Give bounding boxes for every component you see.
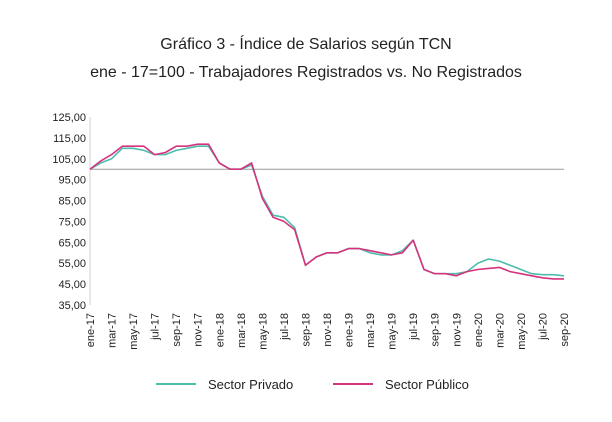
x-tick-label: sep-18: [300, 313, 312, 347]
x-tick-label: mar-19: [365, 313, 377, 348]
series-line-privado: [89, 145, 565, 277]
x-tick-label: mar-17: [107, 313, 119, 348]
legend-item-privado: Sector Privado: [156, 374, 293, 394]
y-tick-label: 105,00: [52, 154, 86, 166]
y-tick-label: 45,00: [58, 279, 86, 291]
x-tick-label: jul-18: [279, 313, 291, 341]
series-line-publico: [89, 143, 564, 280]
x-tick-label: jul-19: [408, 313, 420, 341]
legend-item-publico: Sector Público: [333, 374, 469, 394]
x-tick-label: ene-20: [473, 313, 485, 347]
x-tick-label: mar-18: [236, 313, 248, 348]
x-tick-label: mar-20: [494, 313, 506, 348]
x-tick-label: nov-18: [322, 313, 334, 347]
legend-label-privado: Sector Privado: [208, 376, 294, 392]
y-tick-label: 95,00: [58, 175, 86, 187]
x-tick-label: may-19: [387, 313, 399, 350]
x-tick-label: ene-19: [344, 313, 356, 347]
x-tick-label: ene-17: [85, 313, 97, 347]
legend-swatch-publico: [333, 383, 373, 385]
y-tick-label: 55,00: [58, 258, 86, 270]
x-tick-label: jul-20: [537, 313, 549, 341]
x-tick-label: ene-18: [214, 313, 226, 347]
y-tick-label: 85,00: [58, 196, 86, 208]
y-tick-label: 65,00: [58, 237, 86, 249]
x-tick-label: nov-19: [451, 313, 463, 347]
x-tick-label: jul-17: [150, 313, 162, 341]
y-tick-label: 35,00: [58, 300, 86, 312]
x-tick-label: may-17: [128, 313, 140, 350]
y-tick-label: 75,00: [58, 216, 86, 228]
chart-subtitle: ene - 17=100 - Trabajadores Registrados …: [90, 64, 522, 81]
x-tick-label: sep-19: [430, 313, 442, 347]
y-tick-label: 125,00: [52, 112, 86, 124]
x-tick-label: may-20: [516, 313, 528, 350]
chart-title: Gráfico 3 - Índice de Salarios según TCN: [160, 36, 452, 53]
y-tick-label: 115,00: [53, 133, 86, 145]
legend-swatch-privado: [156, 383, 196, 385]
x-tick-label: nov-17: [193, 313, 205, 347]
x-tick-label: may-18: [257, 313, 269, 350]
x-tick-label: sep-17: [171, 313, 183, 347]
legend-label-publico: Sector Público: [385, 376, 469, 392]
x-tick-label: sep-20: [559, 313, 571, 347]
